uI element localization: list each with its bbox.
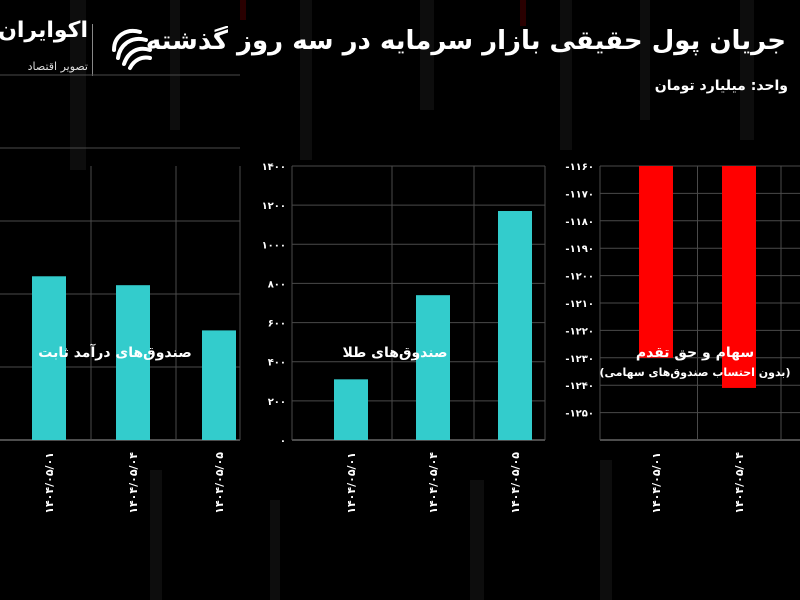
y-tick-label: ۱۲۰۰	[262, 201, 286, 212]
bar	[334, 379, 368, 440]
x-tick-label: ۱۴۰۴/۰۵/۰۴	[427, 452, 440, 514]
bar	[639, 166, 673, 358]
y-tick-label: ۸۰۰	[268, 279, 286, 290]
bar	[722, 166, 756, 388]
y-tick-label: ۰	[280, 436, 286, 447]
chart-3-subcaption: (بدون احتساب صندوق‌های سهامی)	[599, 366, 791, 379]
bar	[202, 330, 236, 440]
x-tick-label: ۱۴۰۴/۰۵/۰۵	[213, 452, 226, 514]
chart-title: جریان پول حقیقی بازار سرمایه در سه روز گ…	[146, 26, 786, 56]
y-tick-label: -۱۱۷۰	[565, 189, 594, 200]
ecoiran-swirl-icon	[112, 29, 152, 70]
x-tick-label: ۱۴۰۴/۰۵/۰۵	[509, 452, 522, 514]
chart-3-caption: سهام و حق تقدم	[635, 345, 755, 361]
x-tick-label: ۱۴۰۴/۰۵/۰۱	[43, 452, 56, 514]
y-tick-label: -۱۲۰۰	[565, 272, 594, 283]
y-tick-label: -۱۲۲۰	[565, 326, 594, 337]
y-tick-label: -۱۲۱۰	[565, 299, 594, 310]
y-tick-label: -۱۱۶۰	[565, 162, 594, 173]
bar	[116, 285, 150, 440]
x-tick-label: ۱۴۰۴/۰۵/۰۱	[650, 452, 663, 514]
chart-2-caption: صندوق‌های طلا	[342, 345, 448, 361]
x-tick-label: ۱۴۰۴/۰۵/۰۴	[127, 452, 140, 514]
y-tick-label: -۱۱۹۰	[565, 244, 594, 255]
unit-label: واحد: میلیارد تومان	[654, 78, 788, 94]
chart-2: ۰ ۲۰۰ ۴۰۰ ۶۰۰ ۸۰۰ ۱۰۰۰ ۱۲۰۰ ۱۴۰۰ ۱۴۰۴/۰۵/۰۱ ۱۴۰۴/…	[262, 162, 546, 514]
logo: اکوایران تصویر اقتصاد	[0, 16, 170, 86]
chart-1: ۱۴۰۴/۰۵/۰۱ ۱۴۰۴/۰۵/۰۴ ۱۴۰۴/۰۵/۰۵	[0, 74, 241, 514]
y-tick-label: -۱۱۸۰	[565, 217, 594, 228]
x-tick-label: ۱۴۰۴/۰۵/۰۱	[345, 452, 358, 514]
logo-name: اکوایران	[0, 18, 88, 43]
y-tick-label: ۲۰۰	[268, 397, 286, 408]
bar	[498, 211, 532, 440]
y-tick-label: -۱۲۳۰	[565, 354, 594, 365]
chart-3: -۱۱۶۰ -۱۱۷۰ -۱۱۸۰ -۱۱۹۰ -۱۲۰۰ -۱۲۱۰ -۱۲۲۰ -۱۲۳۰…	[565, 162, 800, 514]
logo-divider	[92, 24, 93, 76]
y-tick-label: -۱۲۵۰	[565, 409, 594, 420]
y-tick-label: ۴۰۰	[268, 358, 286, 369]
logo-tagline: تصویر اقتصاد	[27, 60, 88, 73]
chart-1-caption: صندوق‌های درآمد ثابت	[38, 345, 192, 361]
y-tick-label: -۱۲۴۰	[565, 381, 594, 392]
y-tick-label: ۱۰۰۰	[262, 240, 286, 251]
y-tick-label: ۶۰۰	[268, 319, 286, 330]
y-tick-label: ۱۴۰۰	[262, 162, 286, 173]
bar	[416, 295, 450, 440]
bar	[32, 276, 66, 440]
x-tick-label: ۱۴۰۴/۰۵/۰۴	[733, 452, 746, 514]
